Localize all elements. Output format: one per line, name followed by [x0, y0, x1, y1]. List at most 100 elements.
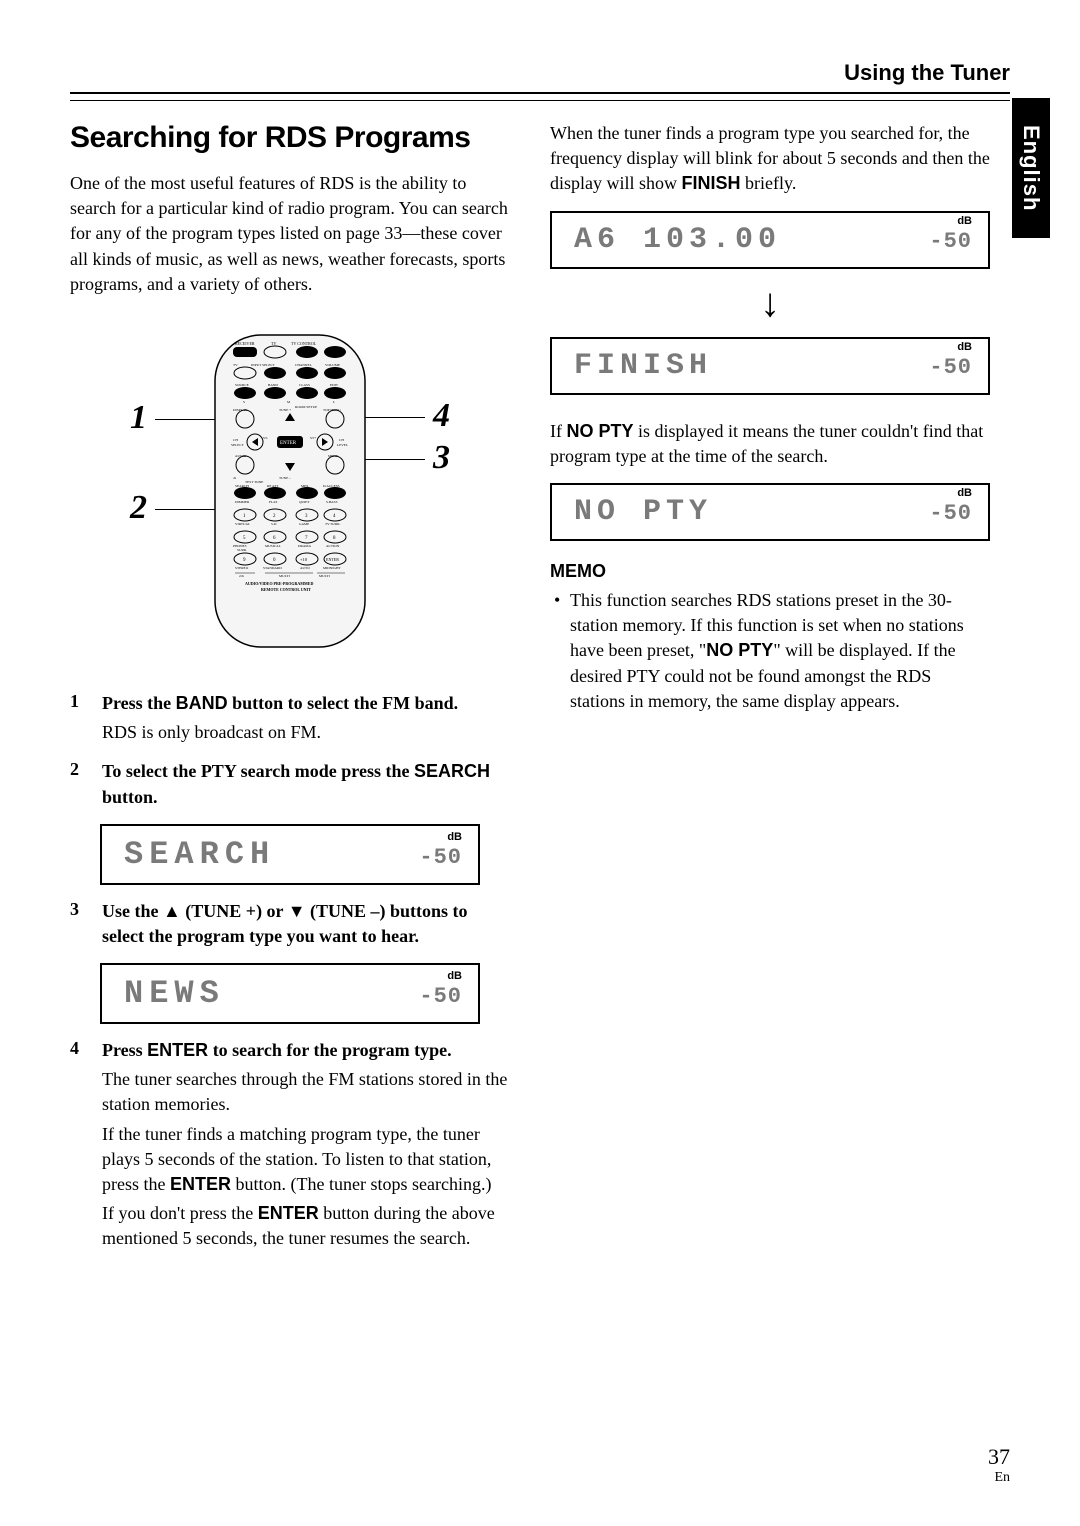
lcd-search: SEARCH dB-50	[100, 824, 480, 885]
step-1-title-post: button to select the FM band.	[228, 693, 459, 713]
svg-text:ACTION: ACTION	[326, 544, 340, 548]
svg-text:FLAT: FLAT	[269, 500, 278, 504]
svg-text:DIMMER: DIMMER	[235, 500, 250, 504]
svg-text:MENU: MENU	[328, 454, 339, 458]
right-column: When the tuner finds a program type you …	[550, 121, 1010, 1266]
right-para1b: briefly.	[741, 173, 797, 193]
step-4-desc3a: If you don't press the	[102, 1203, 258, 1223]
lcd-finish-val: -50	[929, 355, 972, 380]
svg-text:+10: +10	[300, 557, 308, 562]
lcd-news-text: NEWS	[124, 975, 225, 1012]
svg-text:TV CONTROL: TV CONTROL	[291, 341, 317, 346]
lcd-search-text: SEARCH	[124, 836, 275, 873]
memo-heading: MEMO	[550, 561, 990, 582]
right-para2bold: NO PTY	[567, 421, 634, 441]
svg-text:2ch: 2ch	[239, 574, 244, 578]
svg-text:S.BASS: S.BASS	[326, 500, 338, 504]
svg-text:TV: TV	[271, 341, 276, 346]
svg-text:VOLUME: VOLUME	[325, 363, 340, 367]
step-1: 1 Press the BAND button to select the FM…	[70, 691, 510, 745]
svg-text:DISPLAY: DISPLAY	[233, 408, 248, 412]
lcd-news: NEWS dB-50	[100, 963, 480, 1024]
db-label-5: dB	[957, 487, 972, 499]
svg-text:ENTER: ENTER	[326, 557, 339, 562]
svg-text:SURR.: SURR.	[237, 548, 247, 552]
memo-bold: NO PTY	[706, 640, 773, 660]
callout-2: 2	[130, 489, 147, 527]
svg-text:SOURCE: SOURCE	[235, 383, 249, 387]
page-footer: 37 En	[988, 1444, 1010, 1486]
step-3-num: 3	[70, 899, 88, 949]
svg-text:ST-: ST-	[263, 436, 269, 440]
callout-3-line	[365, 459, 425, 461]
callout-1: 1	[130, 399, 147, 437]
arrow-down-icon: ↓	[550, 283, 990, 323]
svg-text:BAND: BAND	[268, 383, 278, 387]
svg-text:ROOM SETUP: ROOM SETUP	[295, 405, 317, 409]
page-heading: Searching for RDS Programs	[70, 121, 510, 155]
lcd-finish: FINISH dB-50	[550, 337, 990, 395]
step-4-desc2b: button. (The tuner stops searching.)	[231, 1174, 491, 1194]
remote-diagram: 1 2 4 3 RECEIVER TV TV CONTROL	[70, 321, 510, 661]
step-4-desc3: If you don't press the ENTER button duri…	[102, 1201, 510, 1251]
step-3-title: Use the ▲ (TUNE +) or ▼ (TUNE –) buttons…	[102, 899, 510, 949]
step-2: 2 To select the PTY search mode press th…	[70, 759, 510, 809]
svg-text:MULTI: MULTI	[279, 574, 291, 578]
svg-text:ENTER: ENTER	[280, 441, 297, 446]
svg-text:CH: CH	[233, 438, 238, 442]
memo-item: This function searches RDS stations pres…	[550, 588, 990, 714]
callout-4: 4	[433, 397, 450, 435]
step-1-title: Press the BAND button to select the FM b…	[102, 691, 510, 716]
svg-text:MUSICAL: MUSICAL	[265, 544, 281, 548]
svg-text:5-D: 5-D	[271, 522, 277, 526]
step-1-num: 1	[70, 691, 88, 745]
svg-text:STANDARD: STANDARD	[263, 566, 282, 570]
callout-2-line	[155, 509, 215, 511]
svg-text:DRAMA: DRAMA	[298, 544, 312, 548]
svg-text:MIDNIGHT: MIDNIGHT	[323, 566, 342, 570]
svg-text:VIRTUAL: VIRTUAL	[235, 522, 250, 526]
svg-text:SELECT: SELECT	[231, 443, 245, 447]
memo-list: This function searches RDS stations pres…	[550, 588, 990, 714]
lcd-search-val: -50	[419, 845, 462, 870]
step-4-title-post: to search for the program type.	[208, 1040, 451, 1060]
svg-text:TV SURR.: TV SURR.	[325, 522, 341, 526]
db-label-2: dB	[447, 970, 462, 982]
svg-text:REMOTE CONTROL UNIT: REMOTE CONTROL UNIT	[261, 587, 311, 592]
lcd-nopty: NO PTY dB-50	[550, 483, 990, 541]
svg-text:AUDIO: AUDIO	[235, 454, 247, 458]
step-4-title: Press ENTER to search for the program ty…	[102, 1038, 510, 1063]
lcd-news-right: dB-50	[419, 984, 462, 1009]
lcd-search-right: dB-50	[419, 845, 462, 870]
step-2-title-post: button.	[102, 787, 158, 807]
svg-text:RF ATT: RF ATT	[267, 484, 279, 488]
step-2-title-bold: SEARCH	[414, 761, 490, 781]
lcd-freq-text: A6 103.00	[574, 223, 781, 257]
page-number: 37	[988, 1444, 1010, 1470]
step-4-desc3bold: ENTER	[258, 1203, 319, 1223]
step-1-desc: RDS is only broadcast on FM.	[102, 720, 510, 745]
language-tab: English	[1012, 98, 1050, 238]
svg-text:TUNE +: TUNE +	[279, 408, 291, 412]
callout-1-line	[155, 419, 215, 421]
svg-text:SEARCH: SEARCH	[235, 484, 249, 488]
step-1-title-pre: Press the	[102, 693, 176, 713]
svg-text:CH: CH	[339, 438, 344, 442]
svg-text:ST+: ST+	[310, 436, 316, 440]
left-column: Searching for RDS Programs One of the mo…	[70, 121, 510, 1266]
db-label-4: dB	[957, 341, 972, 353]
right-para2: If NO PTY is displayed it means the tune…	[550, 419, 990, 469]
lcd-freq: A6 103.00 dB-50	[550, 211, 990, 269]
right-para1bold: FINISH	[682, 173, 741, 193]
lcd-nopty-text: NO PTY	[574, 495, 712, 529]
svg-text:RECEIVER: RECEIVER	[235, 341, 255, 346]
step-4: 4 Press ENTER to search for the program …	[70, 1038, 510, 1252]
svg-text:TV: TV	[233, 363, 238, 367]
lcd-finish-right: dB-50	[929, 355, 972, 380]
svg-text:LEVEL: LEVEL	[337, 443, 348, 447]
step-4-title-pre: Press	[102, 1040, 147, 1060]
svg-text:CHANNEL: CHANNEL	[295, 363, 312, 367]
step-4-num: 4	[70, 1038, 88, 1252]
svg-text:S: S	[243, 400, 245, 404]
svg-text:AUDIO/VIDEO PRE-PROGRAMMED: AUDIO/VIDEO PRE-PROGRAMMED	[245, 581, 313, 586]
